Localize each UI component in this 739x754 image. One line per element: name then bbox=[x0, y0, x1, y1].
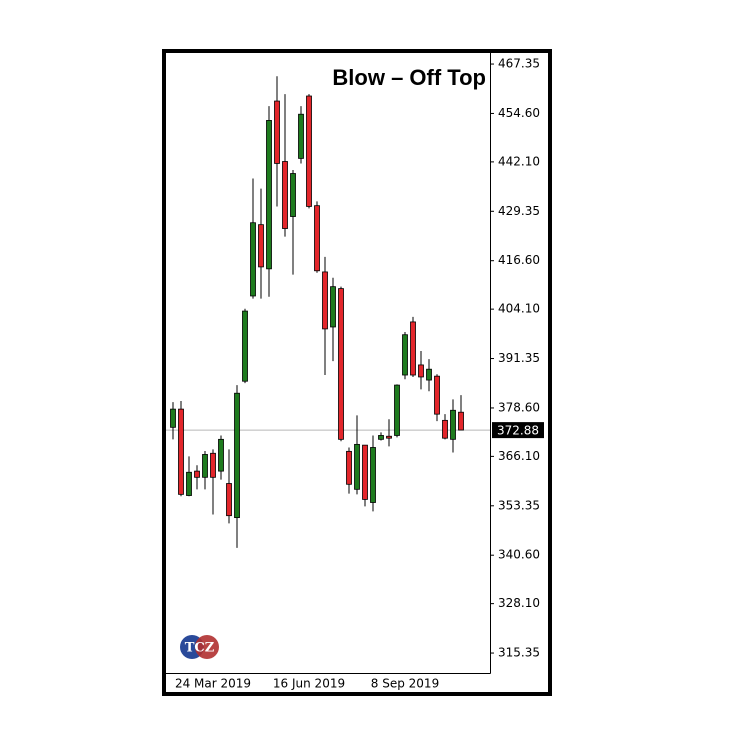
candle-body bbox=[402, 334, 408, 376]
candle-body bbox=[202, 454, 208, 478]
y-tick-label: 416.60 bbox=[498, 253, 540, 267]
y-tick-label: 378.60 bbox=[498, 400, 540, 414]
candle-body bbox=[354, 443, 360, 490]
candle-body bbox=[242, 310, 248, 382]
candle-body bbox=[434, 375, 440, 415]
candle-body bbox=[458, 411, 464, 431]
candle-body bbox=[194, 470, 200, 478]
candle-body bbox=[442, 419, 448, 439]
logo-text: TCZ bbox=[185, 641, 215, 656]
x-tick-label: 24 Mar 2019 bbox=[175, 677, 251, 691]
candle-body bbox=[298, 113, 304, 159]
last-price-label: 372.88 bbox=[497, 424, 539, 438]
y-tick-label: 366.10 bbox=[498, 449, 540, 463]
candle-body bbox=[322, 271, 328, 330]
y-tick-label: 404.10 bbox=[498, 302, 540, 316]
candle-body bbox=[370, 447, 376, 503]
candle-body bbox=[378, 435, 384, 440]
candle-body bbox=[314, 205, 320, 272]
x-tick-label: 16 Jun 2019 bbox=[273, 677, 345, 691]
candle-body bbox=[330, 286, 336, 328]
logo: TCZ bbox=[180, 635, 219, 659]
candle-body bbox=[282, 161, 288, 229]
y-tick-label: 315.35 bbox=[498, 646, 540, 660]
candle-body bbox=[410, 321, 416, 376]
candle-body bbox=[266, 120, 272, 270]
candle-body bbox=[226, 483, 232, 517]
candle-body bbox=[450, 409, 456, 440]
candle-body bbox=[386, 435, 392, 439]
frame bbox=[162, 49, 552, 696]
candle-body bbox=[218, 438, 224, 472]
candle-body bbox=[234, 392, 240, 519]
x-tick-label: 8 Sep 2019 bbox=[371, 677, 439, 691]
candle-body bbox=[338, 288, 344, 440]
y-tick-label: 454.60 bbox=[498, 106, 540, 120]
logo-circle bbox=[195, 635, 219, 659]
y-tick-label: 442.10 bbox=[498, 154, 540, 168]
y-tick-label: 391.35 bbox=[498, 351, 540, 365]
candle-body bbox=[362, 444, 368, 500]
candle-body bbox=[258, 224, 264, 268]
candle-body bbox=[170, 408, 176, 428]
candle-body bbox=[346, 450, 352, 485]
candle-body bbox=[178, 408, 184, 495]
candle-body bbox=[186, 471, 192, 496]
last-price-box bbox=[492, 422, 544, 439]
candle-body bbox=[394, 384, 400, 436]
y-tick-label: 353.35 bbox=[498, 498, 540, 512]
candle-body bbox=[426, 368, 432, 381]
candle-body bbox=[210, 452, 216, 478]
y-tick-label: 328.10 bbox=[498, 596, 540, 610]
chart-title: Blow – Off Top bbox=[332, 65, 486, 90]
candle-body bbox=[250, 222, 256, 297]
y-tick-label: 429.35 bbox=[498, 204, 540, 218]
candle-body bbox=[418, 364, 424, 378]
y-tick-label: 467.35 bbox=[498, 57, 540, 71]
candle-body bbox=[290, 173, 296, 217]
y-tick-label: 340.60 bbox=[498, 548, 540, 562]
candle-body bbox=[306, 95, 312, 207]
candle-body bbox=[274, 100, 280, 164]
